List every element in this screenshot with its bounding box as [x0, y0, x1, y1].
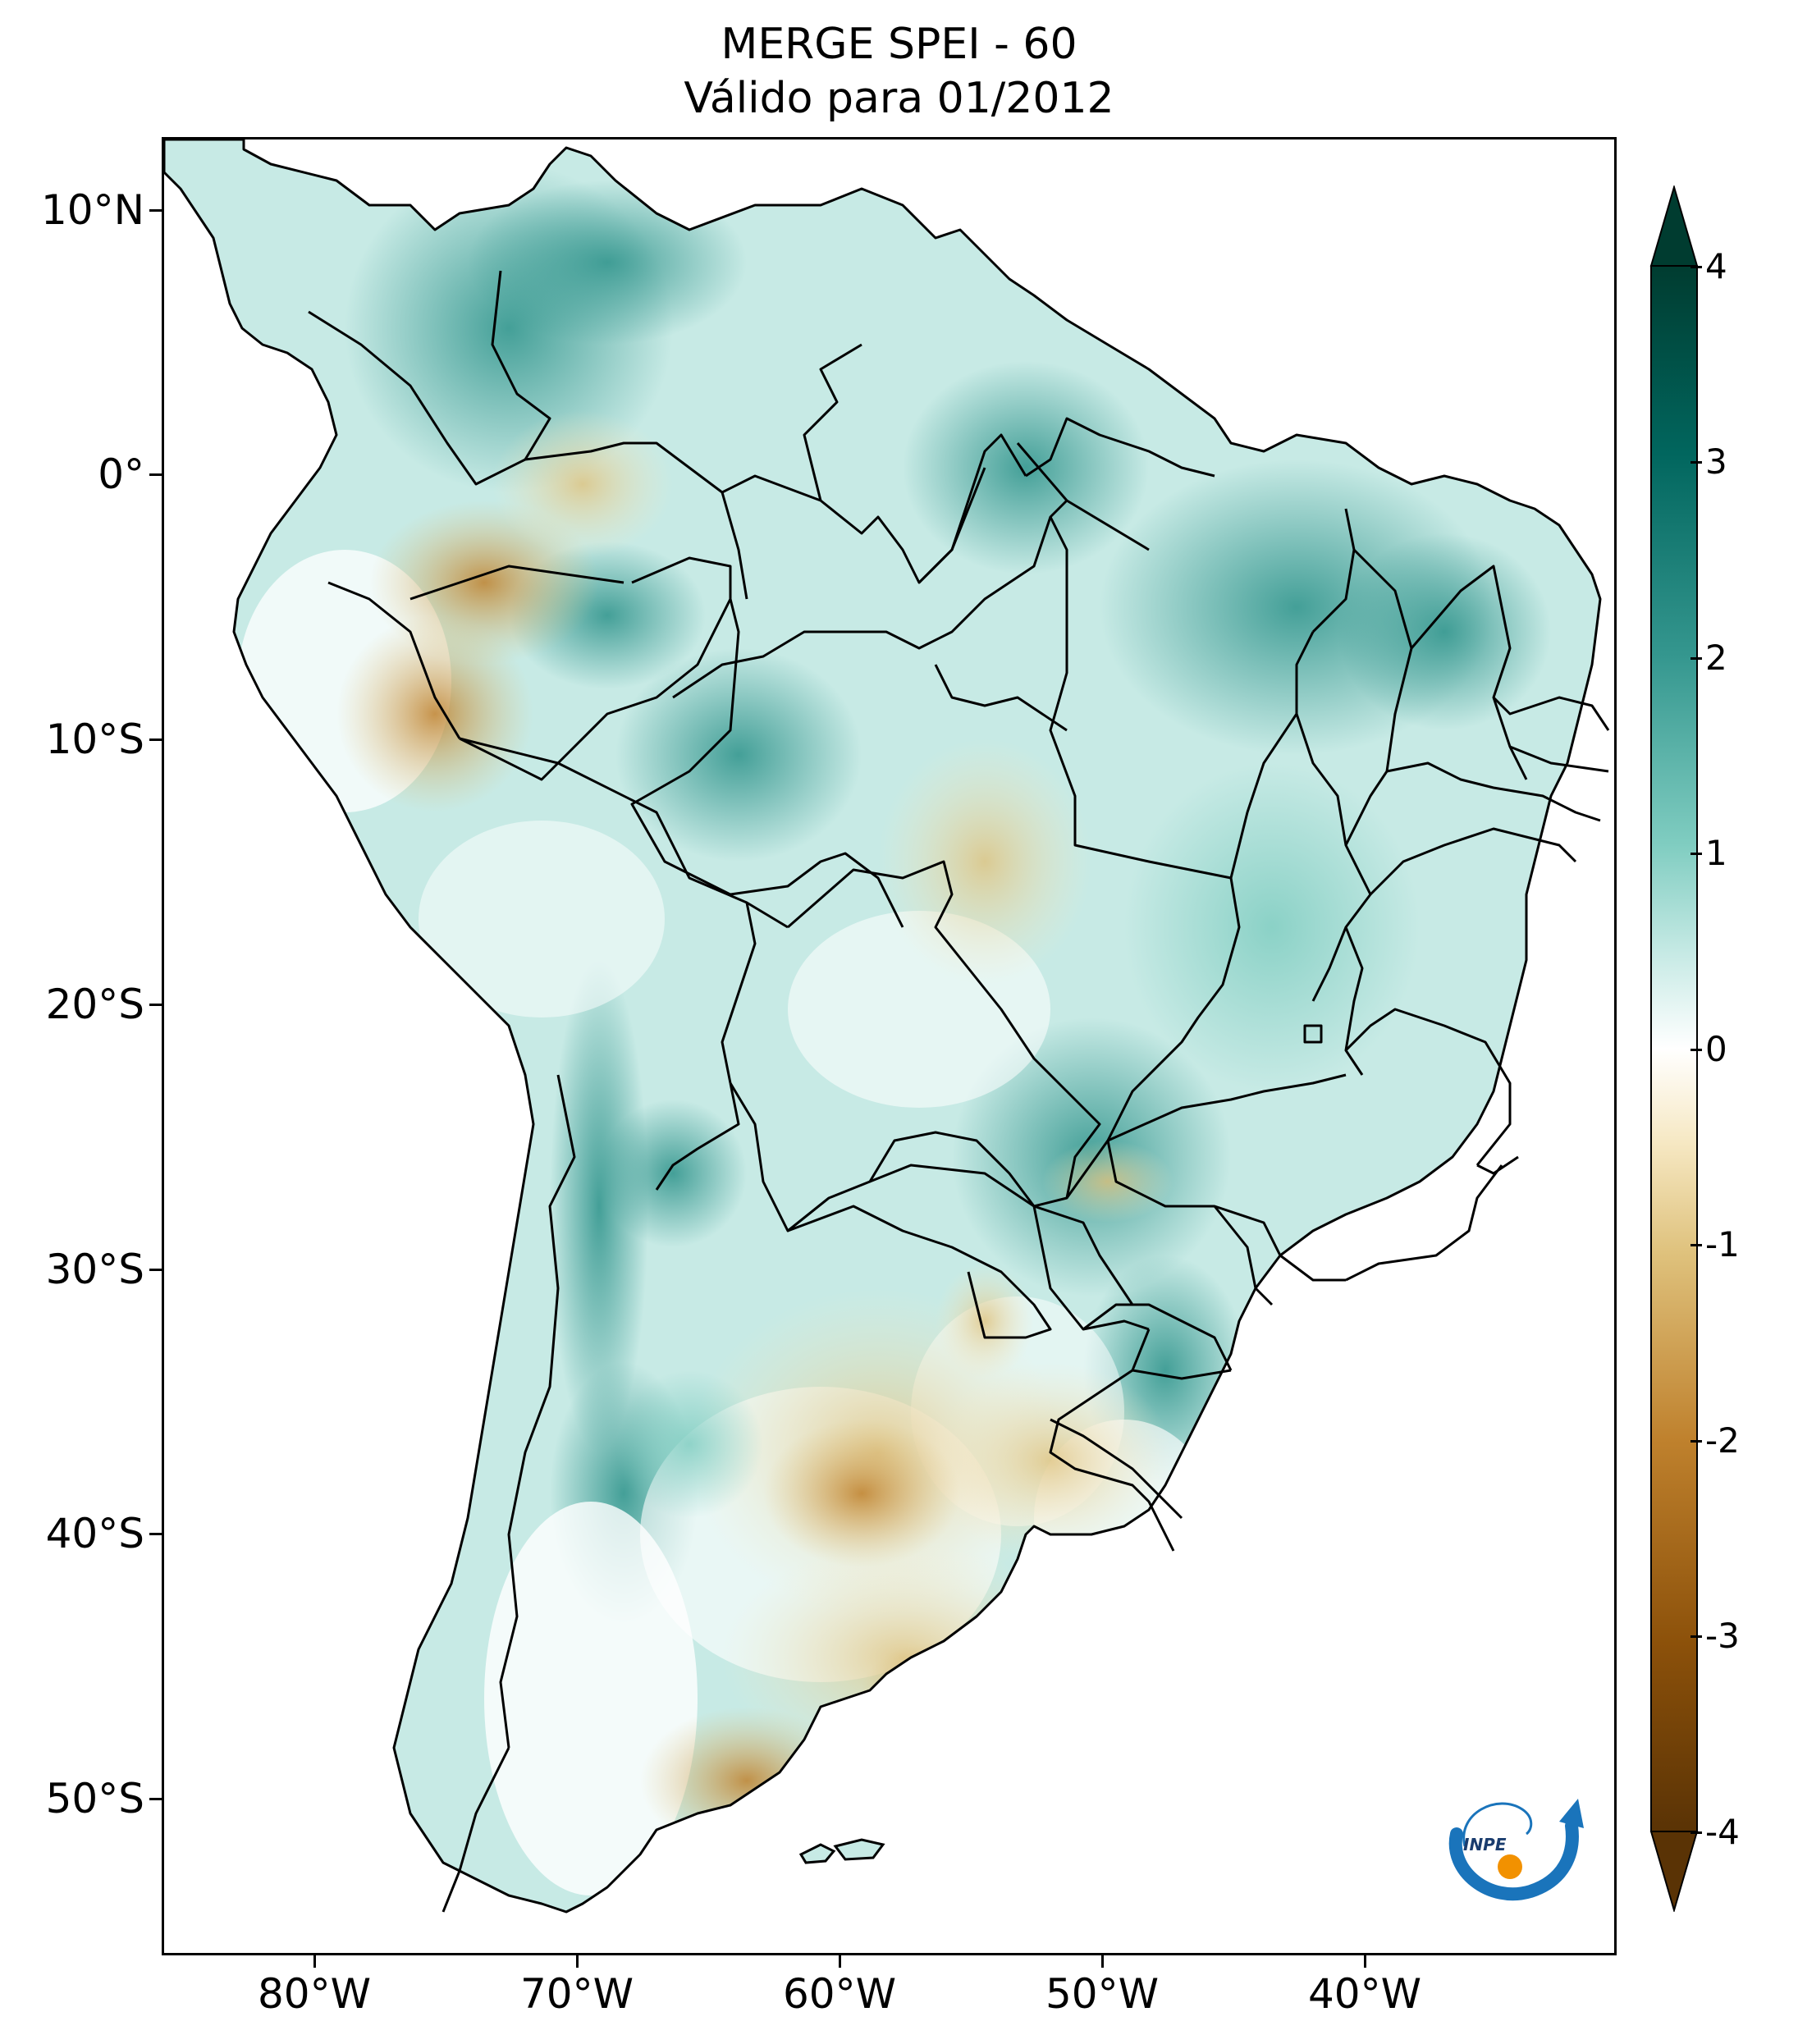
border-maranhao-piaui	[1344, 548, 1413, 846]
border-suriname-guiana	[1025, 417, 1215, 478]
border-rio-grande-sul	[1049, 1369, 1175, 1552]
colorbar-tick	[1690, 1831, 1702, 1834]
colorbar-extend-min	[1649, 1831, 1699, 1912]
border-argentina-uruguay	[1050, 1418, 1183, 1520]
lon-label-70w: 70°W	[519, 1970, 634, 2018]
lat-label-50s: 50°S	[45, 1775, 144, 1822]
colorbar-tick	[1690, 1440, 1702, 1443]
border-sao-paulo-mg	[1213, 1205, 1274, 1306]
border-colombia-venezuela	[308, 310, 748, 600]
border-ecuador-peru	[327, 581, 461, 739]
colorbar-tick	[1690, 266, 1702, 268]
lon-label-40w: 40°W	[1307, 1970, 1422, 2018]
lat-tick	[149, 473, 162, 476]
colorbar-tick	[1690, 1244, 1702, 1246]
colorbar-extend-max	[1649, 185, 1699, 267]
colorbar-tick	[1690, 657, 1702, 660]
border-bolivia-chile	[729, 1082, 830, 1232]
colorbar-label-neg4: -4	[1705, 1812, 1740, 1852]
lat-label-0: 0°	[98, 450, 144, 498]
colorbar-label-neg2: -2	[1705, 1420, 1740, 1461]
lat-tick	[149, 1004, 162, 1006]
colorbar-gradient	[1650, 265, 1698, 1832]
border-colombia-ecuador	[409, 565, 624, 601]
border-sao-paulo-north	[1106, 1140, 1346, 1282]
lat-label-20s: 20°S	[45, 981, 144, 1028]
border-rio-espirito-santo	[1345, 1164, 1503, 1282]
border-espirito-santo	[1476, 1155, 1519, 1175]
border-peru-brazil	[630, 598, 904, 928]
south-america-map	[164, 139, 1610, 1914]
border-pernambuco	[1386, 761, 1601, 822]
border-para-mato-grosso	[1049, 516, 1232, 880]
lon-tick	[1101, 1955, 1104, 1968]
spei-field	[164, 139, 1600, 1912]
lon-label-50w: 50°W	[1045, 1970, 1160, 2018]
border-tocantins-maranhao	[1295, 713, 1372, 1002]
lat-label-10n: 10°N	[40, 186, 144, 234]
colorbar-label-3: 3	[1705, 441, 1727, 482]
lat-label-10s: 10°S	[45, 716, 144, 763]
border-para-tocantins	[1229, 631, 1315, 879]
border-ms-parana	[1033, 1205, 1134, 1306]
colorbar-label-2: 2	[1705, 638, 1727, 678]
lat-tick	[149, 1798, 162, 1800]
border-argentina-paraguay	[787, 1205, 1052, 1339]
border-rio-grande-norte	[1492, 696, 1610, 731]
border-chile-argentina-south	[441, 1747, 510, 1913]
map-title: MERGE SPEI - 60	[721, 20, 1077, 69]
colorbar-label-4: 4	[1705, 246, 1727, 286]
map-panel	[162, 137, 1617, 1955]
colorbar-label-neg3: -3	[1705, 1616, 1740, 1656]
border-santa-catarina	[1131, 1328, 1232, 1380]
border-distrito-federal	[1303, 1024, 1323, 1044]
border-acre	[459, 737, 789, 929]
lon-label-60w: 60°W	[782, 1970, 897, 2018]
border-colombia-venezuela-north	[491, 270, 551, 460]
lon-tick	[313, 1955, 316, 1968]
border-paraiba	[1509, 745, 1609, 773]
inpe-logo: INPE	[1448, 1799, 1584, 1901]
lon-tick	[576, 1955, 579, 1968]
border-guyana-suriname	[917, 433, 1027, 584]
falkland-island-west	[798, 1843, 836, 1864]
border-parana	[1082, 1303, 1233, 1371]
colorbar-tick	[1690, 1049, 1702, 1051]
lat-label-30s: 30°S	[45, 1246, 144, 1293]
border-mato-grosso-goias	[1106, 877, 1241, 1141]
border-bahia-mg	[1344, 1008, 1512, 1166]
inpe-logo-text: INPE	[1463, 1835, 1507, 1854]
map-subtitle: Válido para 01/2012	[684, 74, 1114, 123]
border-bolivia-argentina	[655, 1082, 740, 1191]
lat-label-40s: 40°S	[45, 1510, 144, 1557]
colorbar-label-neg1: -1	[1705, 1224, 1740, 1264]
colorbar-tick	[1690, 461, 1702, 464]
border-roraima	[934, 664, 1068, 732]
border-maranhao-para	[1311, 508, 1356, 633]
border-paraguay	[869, 1164, 1150, 1331]
colorbar-tick	[1690, 853, 1702, 855]
colorbar-tick	[1690, 1635, 1702, 1638]
colorbar-label-0: 0	[1705, 1029, 1727, 1069]
border-bolivia-brazil	[787, 860, 1101, 1232]
falkland-island-east	[833, 1838, 885, 1861]
border-venezuela-guyana	[803, 343, 862, 501]
lon-tick	[1364, 1955, 1366, 1968]
lat-tick	[149, 738, 162, 741]
border-peru-bolivia	[721, 902, 757, 1084]
colorbar-label-1: 1	[1705, 833, 1727, 873]
border-bahia-north	[1369, 827, 1577, 896]
lat-tick	[149, 209, 162, 212]
lon-label-80w: 80°W	[257, 1970, 372, 2018]
border-amazonas-para	[672, 499, 1068, 699]
lat-tick	[149, 1533, 162, 1535]
colorbar	[1649, 185, 1699, 1912]
lat-tick	[149, 1269, 162, 1271]
border-chile-argentina-north	[499, 1074, 576, 1749]
lon-tick	[839, 1955, 841, 1968]
political-borders	[308, 270, 1610, 1913]
border-bahia-goias	[1344, 926, 1364, 1076]
